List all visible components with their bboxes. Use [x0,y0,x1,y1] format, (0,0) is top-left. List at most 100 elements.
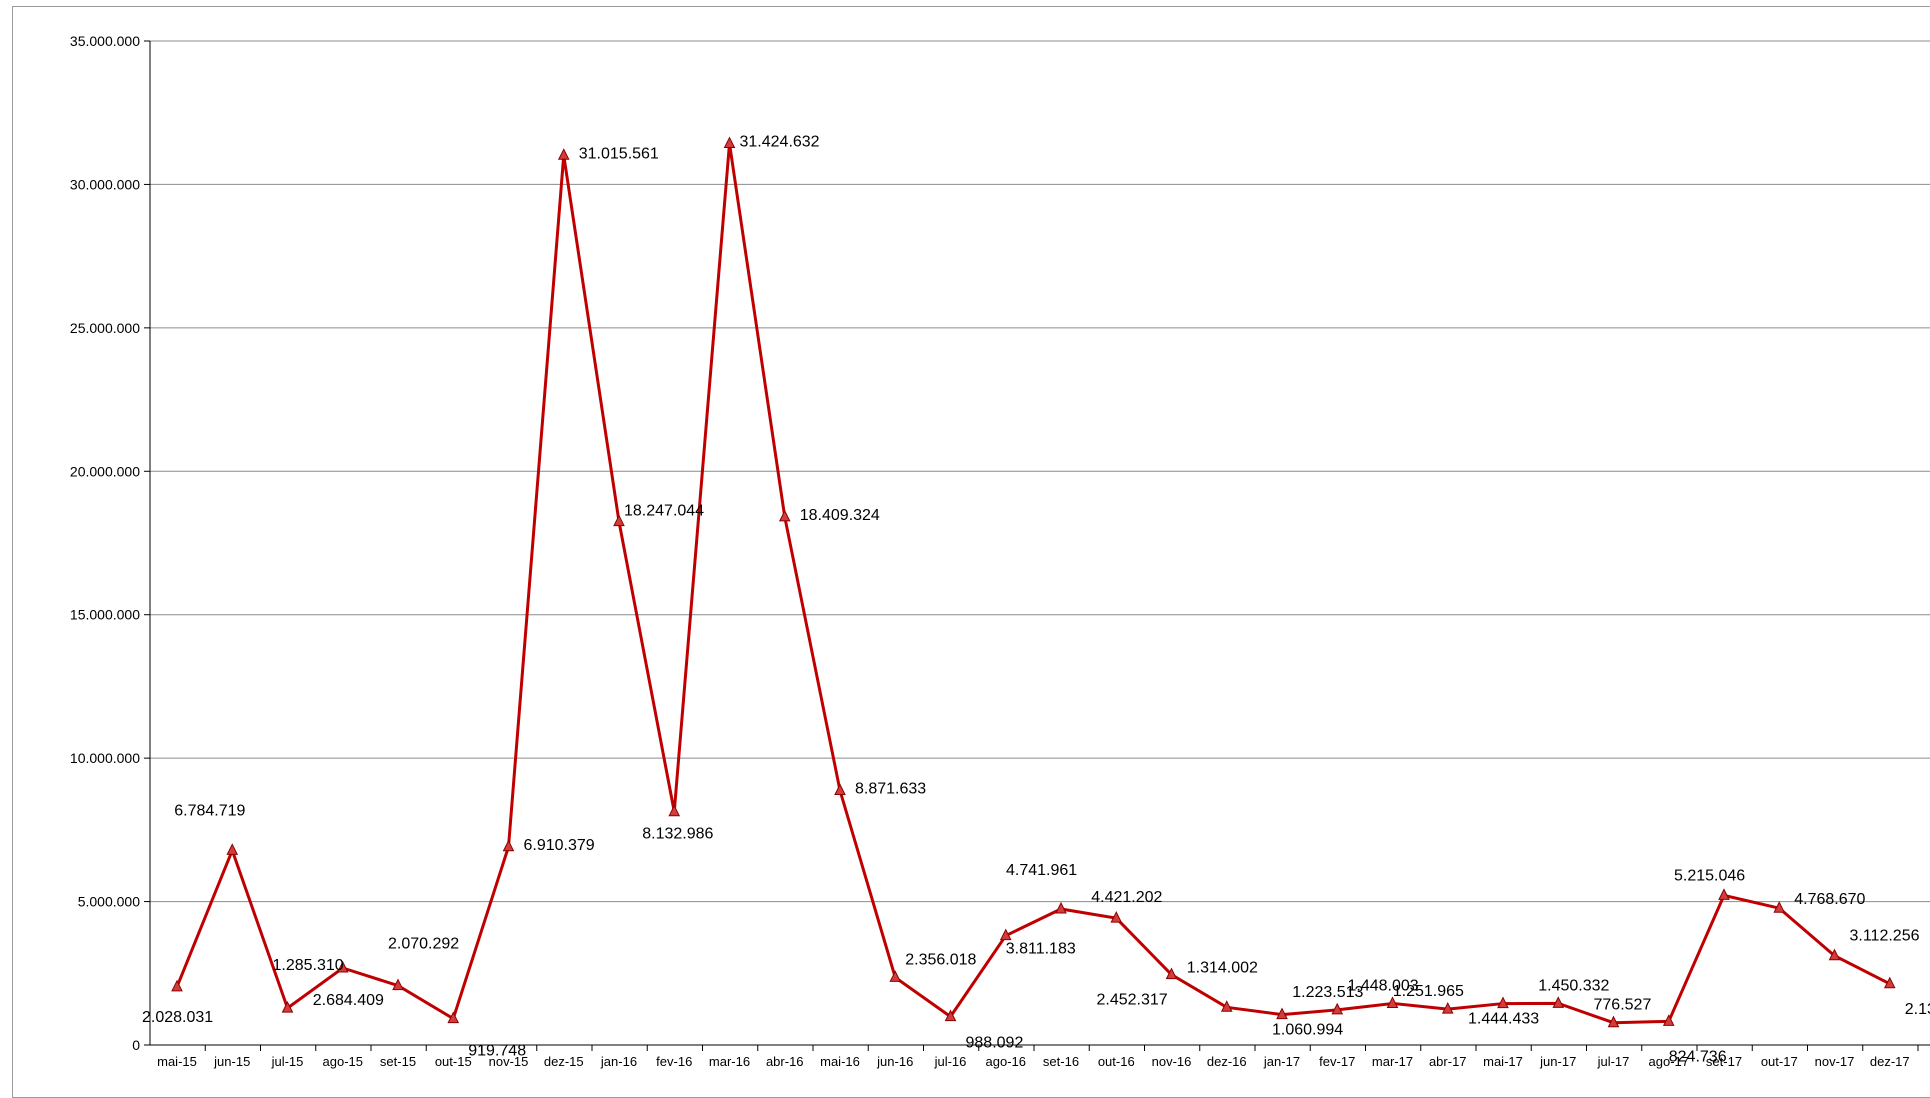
x-tick-label: out-16 [1098,1054,1135,1069]
data-label: 824.736 [1669,1048,1727,1065]
data-label: 3.811.183 [1006,941,1076,958]
data-point [834,783,846,796]
x-tick-label: fev-17 [1319,1054,1355,1069]
data-point [557,148,570,160]
x-tick-label: set-15 [380,1054,416,1069]
x-tick-label: abr-16 [766,1054,804,1069]
data-label: 1.314.002 [1187,959,1258,976]
data-point [1883,976,1896,989]
data-point [336,960,349,973]
data-point [281,1001,294,1013]
data-point [1828,948,1841,961]
x-tick-label: out-15 [435,1054,472,1069]
data-label: 919.748 [468,1043,526,1060]
data-label: 31.424.632 [740,134,820,151]
data-label: 2.028.031 [142,1009,213,1026]
data-label: 2.356.018 [905,951,976,968]
data-label: 4.741.961 [1006,862,1077,879]
x-tick-label: fev-16 [656,1054,692,1069]
y-tick-label: 5.000.000 [78,894,140,910]
data-point [1718,888,1730,900]
data-label: 6.910.379 [524,837,595,854]
data-point [1110,911,1123,923]
x-tick-label: jan-17 [1263,1054,1300,1069]
line-chart: 0 5.000.000 10.000.000 15.000.000 20.000.000… [70,33,1930,1069]
data-label: 8.132.986 [642,826,713,843]
data-label: 18.409.324 [800,507,880,524]
data-point [1165,967,1178,980]
series-line [175,143,1891,1025]
data-label: 1.223.513 [1292,984,1363,1001]
data-label: 1.448.003 [1348,977,1419,994]
x-tick-label: jun-15 [213,1054,250,1069]
x-tick-label: out-17 [1761,1054,1798,1069]
data-point [447,1011,460,1024]
x-tick-label: mar-16 [709,1054,750,1069]
data-label: 18.247.044 [624,503,704,520]
x-tick-label: dez-16 [1207,1054,1247,1069]
x-tick-label: nov-16 [1152,1054,1192,1069]
x-tick-label: dez-15 [544,1054,584,1069]
data-label: 4.768.670 [1794,891,1865,908]
data-label: 2.684.409 [313,992,384,1009]
y-tick-label: 20.000.000 [70,463,140,479]
x-tick-label: set-17 [1706,1054,1742,1069]
y-tick-label: 35.000.000 [70,33,140,49]
data-label: 4.421.202 [1091,889,1162,906]
x-tick-label: abr-17 [1429,1054,1467,1069]
data-label: 5.215.046 [1674,867,1745,884]
data-point [1386,996,1399,1008]
data-point [1055,901,1067,914]
data-label: 31.015.561 [579,145,659,162]
y-tick-label: 15.000.000 [70,607,140,623]
data-label: 1.251.965 [1393,983,1464,1000]
data-label: 988.092 [966,1035,1024,1052]
chart-area: 0 5.000.000 10.000.000 15.000.000 20.000.000… [12,6,1930,1098]
data-point [999,928,1012,941]
data-point [668,804,681,817]
data-point [171,979,183,992]
x-tick-label: mar-17 [1372,1054,1413,1069]
x-tick-label: nov-17 [1815,1054,1855,1069]
x-tick-label: mai-15 [157,1054,197,1069]
data-point [1497,996,1509,1009]
data-point [1331,1002,1344,1015]
y-tick-label: 0 [132,1037,140,1053]
x-tick-label: jan-16 [600,1054,637,1069]
x-tick-label: jul-15 [271,1054,304,1069]
data-point [1607,1015,1620,1028]
y-tick-label: 10.000.000 [70,750,140,766]
data-point [889,970,902,982]
data-label: 8.871.633 [855,781,926,798]
data-point [613,514,625,527]
x-tick-label: jul-16 [934,1054,967,1069]
data-point [502,839,515,852]
y-tick-label: 30.000.000 [70,176,140,192]
x-tick-label: set-16 [1043,1054,1079,1069]
data-label: 2.452.317 [1097,992,1168,1009]
data-point [1220,1000,1233,1012]
data-point [1276,1007,1288,1020]
x-tick-label: ago-15 [323,1054,363,1069]
data-point [1662,1014,1675,1026]
data-point [723,136,736,149]
data-point [392,978,404,991]
data-label: 1.444.433 [1468,1011,1539,1028]
x-tick-label: jul-17 [1597,1054,1630,1069]
data-point [1441,1001,1454,1014]
data-point [1773,901,1786,913]
data-point [226,843,239,855]
y-tick-label: 25.000.000 [70,320,140,336]
data-label: 3.112.256 [1850,928,1920,945]
x-tick-label: jun-16 [876,1054,913,1069]
data-label: 2.070.292 [388,936,459,953]
x-tick-label: ago-16 [986,1054,1026,1069]
data-point [1552,996,1565,1008]
data-point [778,509,791,522]
x-tick-label: mai-16 [820,1054,860,1069]
data-label: 6.784.719 [174,802,245,819]
data-label: 1.060.994 [1272,1022,1343,1039]
data-point [944,1009,957,1022]
x-tick-label: ago-17 [1649,1054,1689,1069]
data-label: 1.285.310 [273,957,344,974]
